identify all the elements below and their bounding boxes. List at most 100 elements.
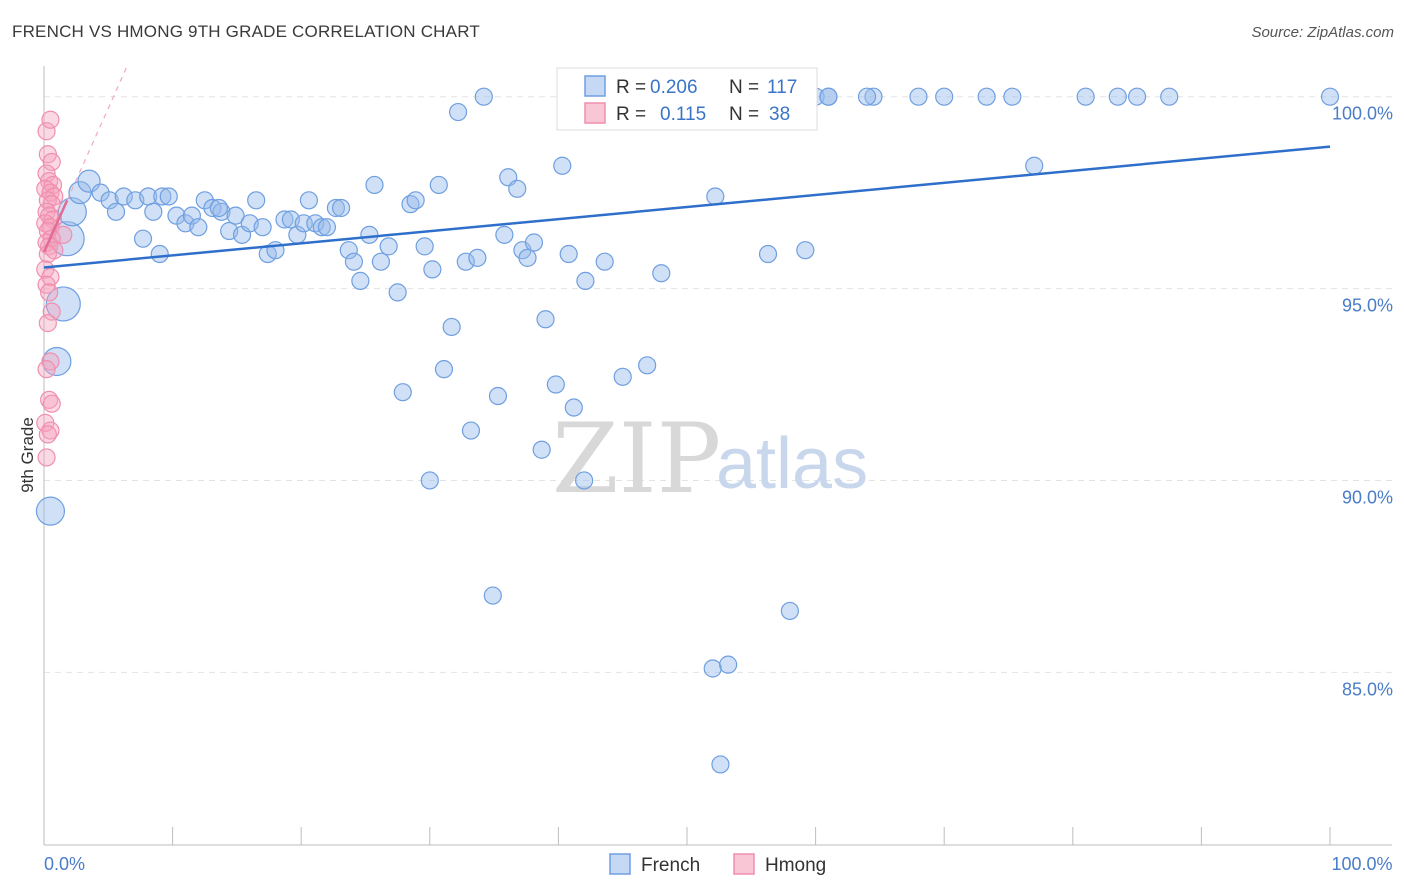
hmong-point <box>37 122 56 141</box>
axes <box>43 66 1392 846</box>
x-tick-label: 100.0% <box>1331 854 1392 874</box>
french-point <box>536 310 555 329</box>
french-point <box>195 191 214 210</box>
french-point <box>575 471 594 490</box>
gridlines <box>44 96 1392 673</box>
french-point <box>706 187 725 206</box>
french-point <box>780 601 799 621</box>
hmong-point <box>38 425 57 444</box>
french-point <box>1320 87 1340 106</box>
french-point <box>474 87 493 106</box>
french-point <box>423 260 442 279</box>
hmong-point <box>42 394 61 413</box>
french-point <box>1076 87 1095 106</box>
french-point <box>351 271 370 290</box>
french-point <box>758 244 778 264</box>
french-point <box>247 191 266 210</box>
french-point <box>379 237 398 256</box>
hmong-point <box>38 314 57 333</box>
hmong-swatch-stats <box>584 102 606 124</box>
french-point <box>461 421 481 440</box>
hmong-n-label: N = <box>729 104 759 125</box>
french-point <box>317 218 337 237</box>
hmong-point <box>42 302 61 321</box>
french-point <box>360 225 379 244</box>
french-point <box>114 187 133 206</box>
series-legend: French Hmong <box>609 853 826 876</box>
french-point <box>312 218 331 237</box>
french-point <box>864 87 883 106</box>
french-point <box>495 225 514 244</box>
watermark-zip: ZIP <box>552 403 721 515</box>
hmong-point <box>37 360 56 379</box>
french-point <box>1108 87 1127 106</box>
legend-french-label: French <box>641 855 700 876</box>
french-swatch-stats <box>584 75 606 97</box>
french-point <box>144 202 163 221</box>
french-point <box>1025 156 1044 175</box>
french-point <box>524 233 544 252</box>
french-point <box>935 87 954 106</box>
legend-french-swatch <box>609 853 631 875</box>
french-point <box>150 244 169 264</box>
french-point <box>553 156 572 175</box>
french-point <box>652 264 671 283</box>
french-point <box>331 198 351 218</box>
hmong-n-value: 38 <box>769 104 790 125</box>
french-trend-line <box>43 145 1331 269</box>
trend-lines <box>42 65 1331 269</box>
french-point <box>393 383 412 402</box>
french-point <box>977 87 996 106</box>
french-point <box>182 206 201 225</box>
french-point <box>299 191 319 210</box>
hmong-point <box>42 152 61 172</box>
source-credit: Source: ZipAtlas.com <box>1251 24 1394 41</box>
french-point <box>796 241 815 260</box>
watermark-atlas: atlas <box>716 424 868 504</box>
french-point <box>106 202 126 221</box>
french-point <box>442 317 461 337</box>
y-axis-label: 9th Grade <box>18 417 37 493</box>
french-point <box>909 87 928 106</box>
hmong-points <box>36 110 73 467</box>
hmong-point <box>38 244 57 264</box>
french-point <box>488 386 508 406</box>
french-point <box>339 241 358 260</box>
french-n-label: N = <box>729 77 759 98</box>
french-point <box>703 659 722 678</box>
french-point <box>1003 87 1022 106</box>
hmong-point <box>54 225 73 244</box>
french-point <box>546 375 565 394</box>
french-point <box>564 398 583 417</box>
french-point <box>35 496 66 526</box>
hmong-point <box>37 448 56 467</box>
french-point <box>415 237 434 256</box>
french-point <box>371 252 391 271</box>
french-point <box>344 252 364 271</box>
french-r-label: R = <box>616 77 646 98</box>
french-point <box>68 181 92 205</box>
french-point <box>508 179 527 198</box>
french-r-value: 0.206 <box>650 77 698 98</box>
hmong-point <box>40 283 59 302</box>
y-tick-label: 85.0% <box>1342 679 1393 699</box>
french-point <box>275 210 294 229</box>
watermark: ZIP atlas <box>552 403 868 515</box>
french-point <box>483 586 502 605</box>
french-point <box>406 191 425 210</box>
hmong-r-value: 0.115 <box>660 104 706 125</box>
french-point <box>559 244 578 264</box>
french-point <box>719 655 738 674</box>
x-tick-label: 0.0% <box>44 854 85 874</box>
french-point <box>226 206 245 225</box>
french-point <box>388 283 407 302</box>
french-point <box>209 198 228 218</box>
french-point <box>532 440 551 459</box>
legend-hmong-label: Hmong <box>765 855 826 876</box>
stats-legend: R = 0.206 N = 117 R = 0.115 N = 38 <box>556 67 818 131</box>
french-point <box>638 356 657 375</box>
french-point <box>133 229 153 248</box>
french-point <box>100 191 119 210</box>
french-point <box>326 198 346 218</box>
